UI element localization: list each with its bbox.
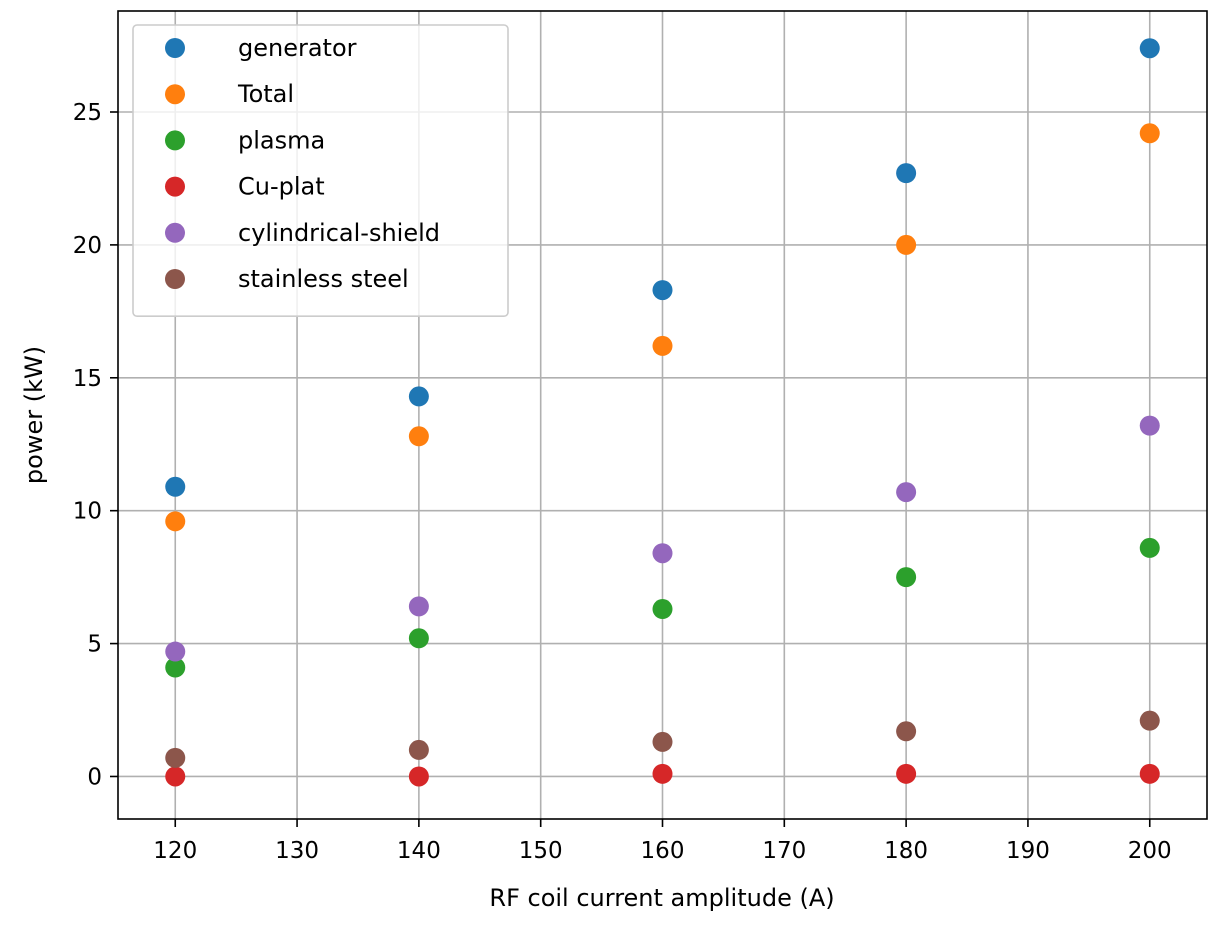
legend-box <box>132 24 509 318</box>
legend-label: Cu-plat <box>238 173 325 201</box>
legend: generator Total plasma Cu-plat cylindrical-s… <box>132 24 509 318</box>
data-point-cylindrical-shield <box>165 641 186 662</box>
data-point-generator <box>1139 38 1160 59</box>
data-point-total <box>1139 123 1160 144</box>
x-tick-label: 160 <box>641 838 685 864</box>
data-point-stainless-steel <box>652 731 673 752</box>
x-tick-label: 180 <box>884 838 928 864</box>
data-point-total <box>652 335 673 356</box>
legend-marker <box>165 130 185 151</box>
legend-marker <box>165 176 185 197</box>
data-point-plasma <box>1139 537 1160 558</box>
legend-marker <box>165 222 185 243</box>
legend-marker <box>165 84 185 105</box>
axes-frame <box>117 10 1208 820</box>
data-point-generator <box>896 163 917 184</box>
data-point-stainless-steel <box>896 721 917 742</box>
x-tick-label: 120 <box>153 838 197 864</box>
x-tick-label: 170 <box>762 838 806 864</box>
data-point-total <box>408 426 429 447</box>
y-tick-label: 25 <box>73 100 102 126</box>
data-point-plasma <box>408 628 429 649</box>
axis-ticks: 120 130 140 150 160 170 180 190 200 0 5 10 15 20 25 <box>73 100 1172 864</box>
data-point-cu-plat <box>165 766 186 787</box>
y-tick-label: 15 <box>73 366 102 392</box>
legend-label: generator <box>238 34 357 62</box>
y-tick-label: 20 <box>73 233 102 259</box>
legend-marker <box>165 38 185 58</box>
data-point-cylindrical-shield <box>652 543 673 564</box>
x-axis-label: RF coil current amplitude (A) <box>489 884 834 912</box>
data-point-plasma <box>165 657 186 678</box>
data-point-cu-plat <box>1139 763 1160 784</box>
data-point-cu-plat <box>652 763 673 784</box>
data-point-stainless-steel <box>1139 710 1160 731</box>
data-point-cylindrical-shield <box>1139 415 1160 436</box>
data-point-stainless-steel <box>408 739 429 760</box>
data-point-stainless-steel <box>165 747 186 768</box>
x-tick-label: 190 <box>1006 838 1050 864</box>
data-point-total <box>896 234 917 255</box>
legend-label: stainless steel <box>238 265 409 293</box>
x-tick-label: 200 <box>1128 838 1172 864</box>
data-point-cylindrical-shield <box>408 596 429 617</box>
legend-marker <box>165 269 185 289</box>
data-point-total <box>165 511 186 532</box>
data-point-cu-plat <box>408 766 429 787</box>
legend-label: Total <box>237 80 294 108</box>
x-tick-label: 130 <box>275 838 319 864</box>
legend-label: plasma <box>238 126 325 154</box>
y-tick-label: 5 <box>87 632 102 658</box>
y-tick-label: 10 <box>73 499 102 525</box>
y-tick-label: 0 <box>87 764 102 790</box>
data-point-plasma <box>652 599 673 620</box>
data-point-plasma <box>896 567 917 588</box>
data-point-cylindrical-shield <box>896 482 917 503</box>
data-point-generator <box>652 280 673 301</box>
x-tick-label: 140 <box>397 838 441 864</box>
x-tick-label: 150 <box>519 838 563 864</box>
data-point-generator <box>165 476 186 497</box>
y-axis-label: power (kW) <box>20 346 48 484</box>
data-points <box>165 38 1160 787</box>
data-point-cu-plat <box>896 763 917 784</box>
legend-label: cylindrical-shield <box>238 219 440 247</box>
data-point-generator <box>408 386 429 407</box>
